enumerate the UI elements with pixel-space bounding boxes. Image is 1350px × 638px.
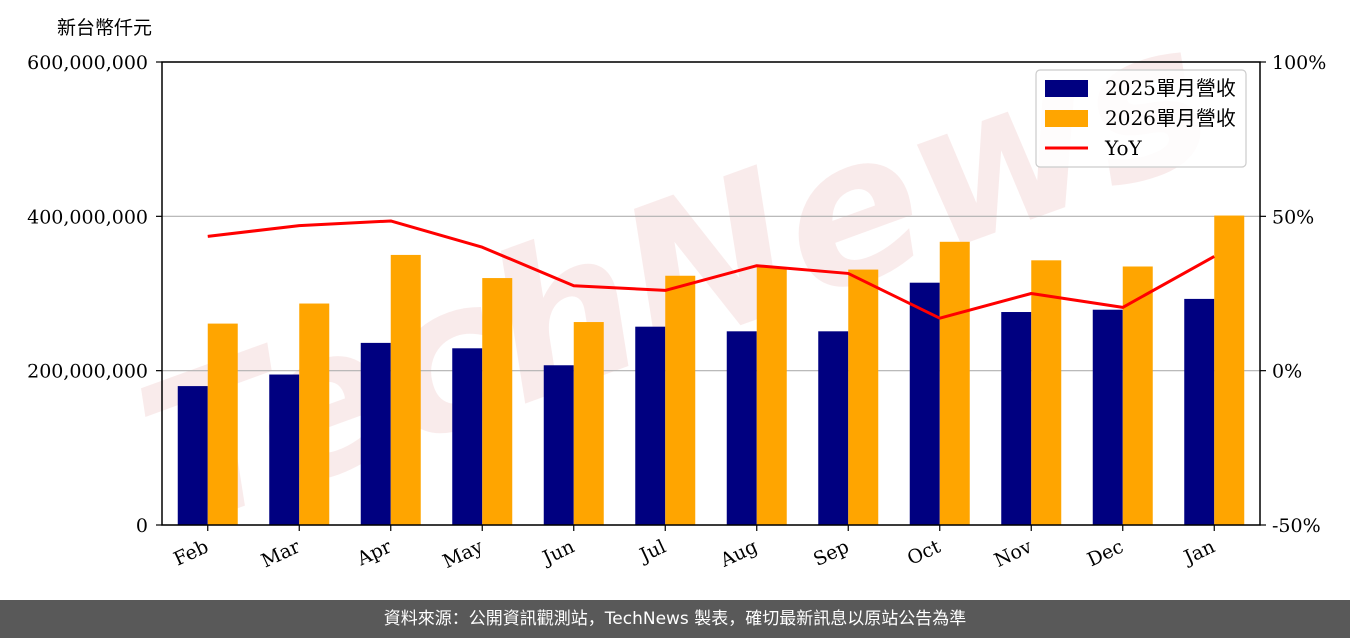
x-tick-label: May (439, 535, 486, 573)
bar-2025 (726, 331, 757, 525)
bar-2025 (635, 326, 666, 525)
y-right-tick-label: -50% (1272, 515, 1321, 537)
bar-2026 (299, 303, 330, 525)
bar-2026 (848, 269, 879, 525)
bar-2025 (177, 386, 208, 525)
bars (177, 215, 1245, 526)
x-tick-label: Jan (1179, 536, 1218, 570)
legend-swatch (1045, 80, 1088, 97)
yoy-line (207, 219, 1215, 320)
bar-2026 (939, 241, 970, 525)
bar-2026 (1031, 260, 1062, 525)
legend-label: YoY (1104, 136, 1143, 160)
x-tick-label: Dec (1084, 536, 1127, 572)
y-left-tick-label: 400,000,000 (27, 206, 148, 228)
x-tick-label: Jun (538, 536, 578, 570)
y-left-tick-label: 0 (136, 515, 148, 537)
bar-2025 (909, 282, 940, 525)
bar-2025 (1092, 309, 1123, 525)
bar-2026 (665, 275, 696, 525)
bar-2025 (452, 348, 483, 525)
bar-2025 (269, 374, 300, 525)
plot-frame (161, 61, 1261, 526)
revenue-chart: TechNews 0200,000,000400,000,000600,000,… (27, 0, 1326, 576)
yoy-line-layer (207, 219, 1215, 320)
x-tick-label: Apr (353, 535, 396, 571)
bar-2025 (543, 365, 574, 525)
bar-2025 (1001, 312, 1032, 525)
x-tick-label: Sep (810, 536, 852, 571)
footer-source: 資料來源：公開資訊觀測站，TechNews 製表，確切最新訊息以原站公告為準 (0, 600, 1350, 638)
bar-2025 (360, 342, 391, 525)
x-tick-label: Aug (716, 536, 761, 572)
bar-2026 (1214, 215, 1245, 526)
y-right-tick-label: 100% (1272, 52, 1326, 74)
y-left-tick-label: 200,000,000 (27, 361, 148, 383)
legend-box (1035, 69, 1247, 168)
x-tick-label: Jul (635, 536, 670, 568)
bar-2026 (207, 323, 238, 525)
legend-label: 2025單月營收 (1105, 76, 1236, 100)
legend: 2025單月營收 2026單月營收 YoY (1035, 69, 1247, 168)
legend-label: 2026單月營收 (1105, 106, 1236, 130)
y-unit-label: 新台幣仟元 (57, 17, 152, 39)
y-right-tick-label: 50% (1272, 206, 1314, 228)
y-left-tick-label: 600,000,000 (27, 52, 148, 74)
x-tick-label: Nov (991, 535, 1036, 571)
bar-2025 (1184, 298, 1215, 525)
bar-2026 (756, 267, 787, 525)
bar-2025 (818, 331, 849, 525)
y-right-tick-label: 0% (1272, 361, 1302, 383)
bar-2026 (482, 278, 513, 525)
bar-2026 (573, 322, 604, 525)
x-tick-label: Oct (904, 535, 944, 569)
bar-2026 (1122, 266, 1153, 525)
legend-swatch (1045, 110, 1088, 127)
bar-2026 (390, 254, 421, 525)
